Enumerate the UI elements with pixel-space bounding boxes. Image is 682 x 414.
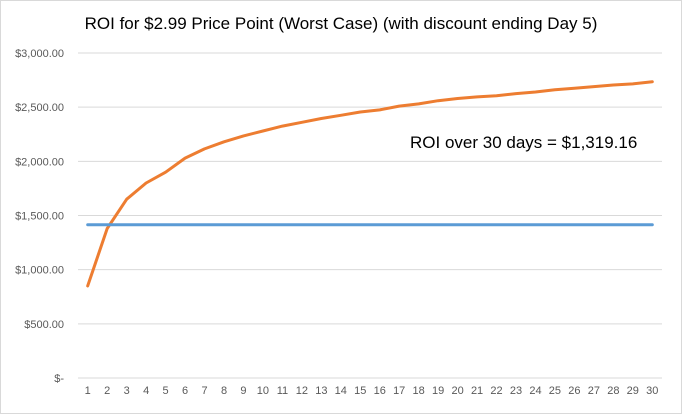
x-tick-label: 29 [627, 385, 639, 397]
x-tick-label: 26 [568, 385, 580, 397]
x-tick-label: 13 [315, 385, 327, 397]
x-tick-label: 22 [490, 385, 502, 397]
y-tick-label: $- [54, 373, 64, 385]
series-lines [86, 80, 654, 288]
x-tick-label: 15 [354, 385, 366, 397]
y-tick-label: $500.00 [24, 319, 64, 331]
x-tick-label: 16 [374, 385, 386, 397]
x-tick-label: 5 [163, 385, 169, 397]
x-tick-label: 19 [432, 385, 444, 397]
x-tick-label: 24 [529, 385, 541, 397]
y-tick-label: $1,500.00 [15, 211, 64, 223]
x-tick-label: 8 [221, 385, 227, 397]
x-tick-label: 6 [182, 385, 188, 397]
x-tick-label: 3 [124, 385, 130, 397]
x-tick-label: 30 [646, 385, 658, 397]
y-tick-label: $1,000.00 [15, 265, 64, 277]
x-tick-label: 18 [413, 385, 425, 397]
x-tick-label: 17 [393, 385, 405, 397]
x-tick-label: 28 [607, 385, 619, 397]
x-tick-label: 20 [451, 385, 463, 397]
gridlines [78, 52, 662, 379]
x-tick-label: 1 [85, 385, 91, 397]
series-line-1 [86, 80, 654, 288]
x-tick-label: 11 [277, 385, 288, 397]
x-tick-label: 27 [588, 385, 600, 397]
y-axis-tick-labels: $- $500.00 $1,000.00 $1,500.00 $2,000.00 $2,5… [15, 48, 64, 385]
x-tick-label: 10 [257, 385, 269, 397]
chart-title: ROI for $2.99 Price Point (Worst Case) (… [84, 14, 598, 33]
x-tick-label: 4 [143, 385, 149, 397]
x-tick-label: 21 [471, 385, 483, 397]
x-tick-label: 7 [201, 385, 207, 397]
x-tick-label: 2 [104, 385, 110, 397]
x-axis-tick-labels: 1 2 3 4 5 6 7 8 9 10 11 12 13 14 15 16 17 18 19 20 21 22 23 24 2… [85, 385, 659, 397]
x-tick-label: 9 [240, 385, 246, 397]
roi-annotation: ROI over 30 days = $1,319.16 [410, 133, 638, 152]
y-tick-label: $2,000.00 [15, 156, 64, 168]
x-tick-label: 25 [549, 385, 561, 397]
y-tick-label: $2,500.00 [15, 102, 64, 114]
y-tick-label: $3,000.00 [15, 48, 64, 60]
x-tick-label: 23 [510, 385, 522, 397]
x-tick-label: 12 [296, 385, 308, 397]
x-tick-label: 14 [335, 385, 347, 397]
